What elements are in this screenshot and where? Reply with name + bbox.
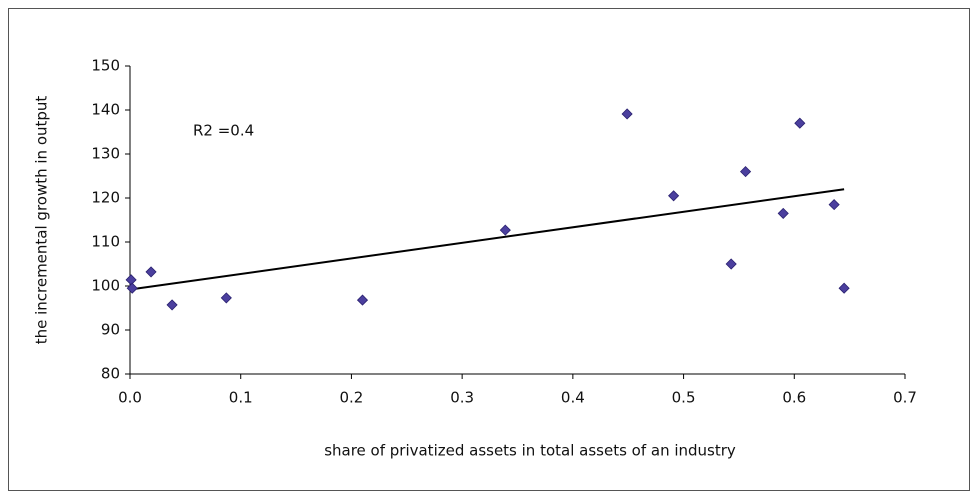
point [828, 199, 840, 211]
point [740, 166, 752, 178]
y-tick-label: 140 [91, 101, 120, 119]
point [794, 117, 806, 129]
point [838, 282, 850, 294]
x-tick-label: 0.5 [672, 389, 696, 407]
y-tick-label: 100 [91, 277, 120, 295]
x-tick-label: 0.3 [450, 389, 474, 407]
point [166, 299, 178, 311]
y-tick-label: 90 [101, 321, 120, 339]
y-tick-label: 80 [101, 365, 120, 383]
point [356, 294, 369, 306]
y-tick-label: 130 [91, 145, 120, 163]
y-axis-label: the incremental growth in output [33, 96, 51, 345]
y-tick-label: 110 [91, 233, 120, 251]
point [499, 224, 511, 236]
x-axis-label: share of privatized assets in total asse… [324, 442, 736, 460]
frame [8, 8, 970, 491]
point [621, 108, 633, 120]
point [220, 292, 232, 304]
x-tick-label: 0.2 [339, 389, 363, 407]
y-tick-label: 120 [91, 189, 120, 207]
y-tick-label: 150 [91, 57, 120, 75]
point [668, 190, 680, 202]
point [126, 282, 138, 294]
annotation: R2 =0.4 [193, 122, 254, 140]
point [725, 258, 737, 270]
x-tick-label: 0.4 [561, 389, 585, 407]
x-tick-label: 0.6 [782, 389, 806, 407]
x-tick-label: 0.1 [229, 389, 253, 407]
x-tick-label: 0.0 [118, 389, 142, 407]
point [145, 266, 157, 278]
trendline [129, 188, 845, 291]
point [777, 207, 789, 219]
x-tick-label: 0.7 [893, 389, 917, 407]
